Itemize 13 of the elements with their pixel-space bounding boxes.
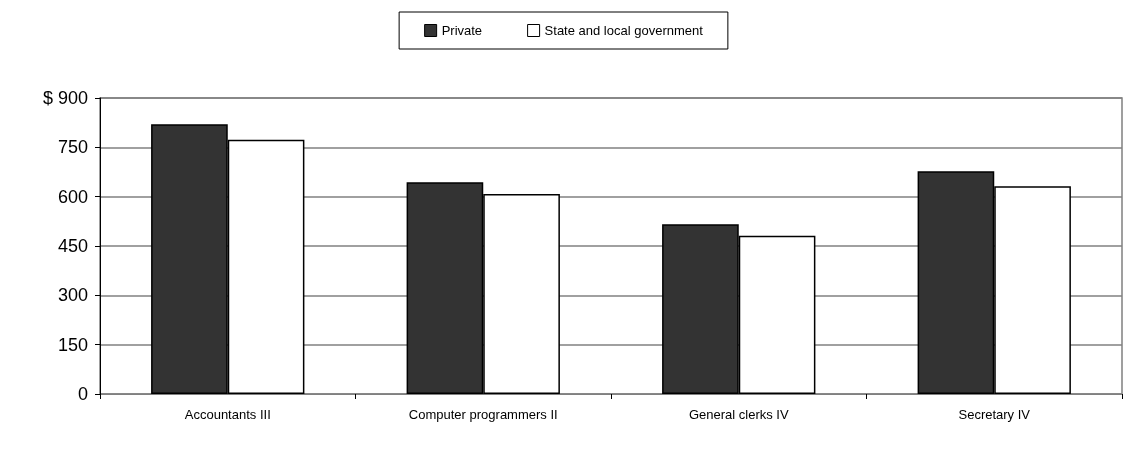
x-tick-label: General clerks IV [688,407,789,422]
x-tick-label: Computer programmers II [408,407,558,422]
y-tick-label: 150 [57,334,88,355]
y-tick-label: 750 [57,137,88,158]
y-tick-label: $ 900 [42,88,88,108]
y-tick-label: 300 [57,285,88,306]
y-tick-label: 0 [77,384,88,404]
y-tick-label: 450 [57,236,88,256]
x-tick-label: Accountants III [184,407,271,422]
y-tick-label: 600 [57,186,88,207]
legend-label: State and local government [544,23,704,38]
x-tick-label: Secretary IV [958,407,1031,422]
legend-label: Private [441,23,483,38]
